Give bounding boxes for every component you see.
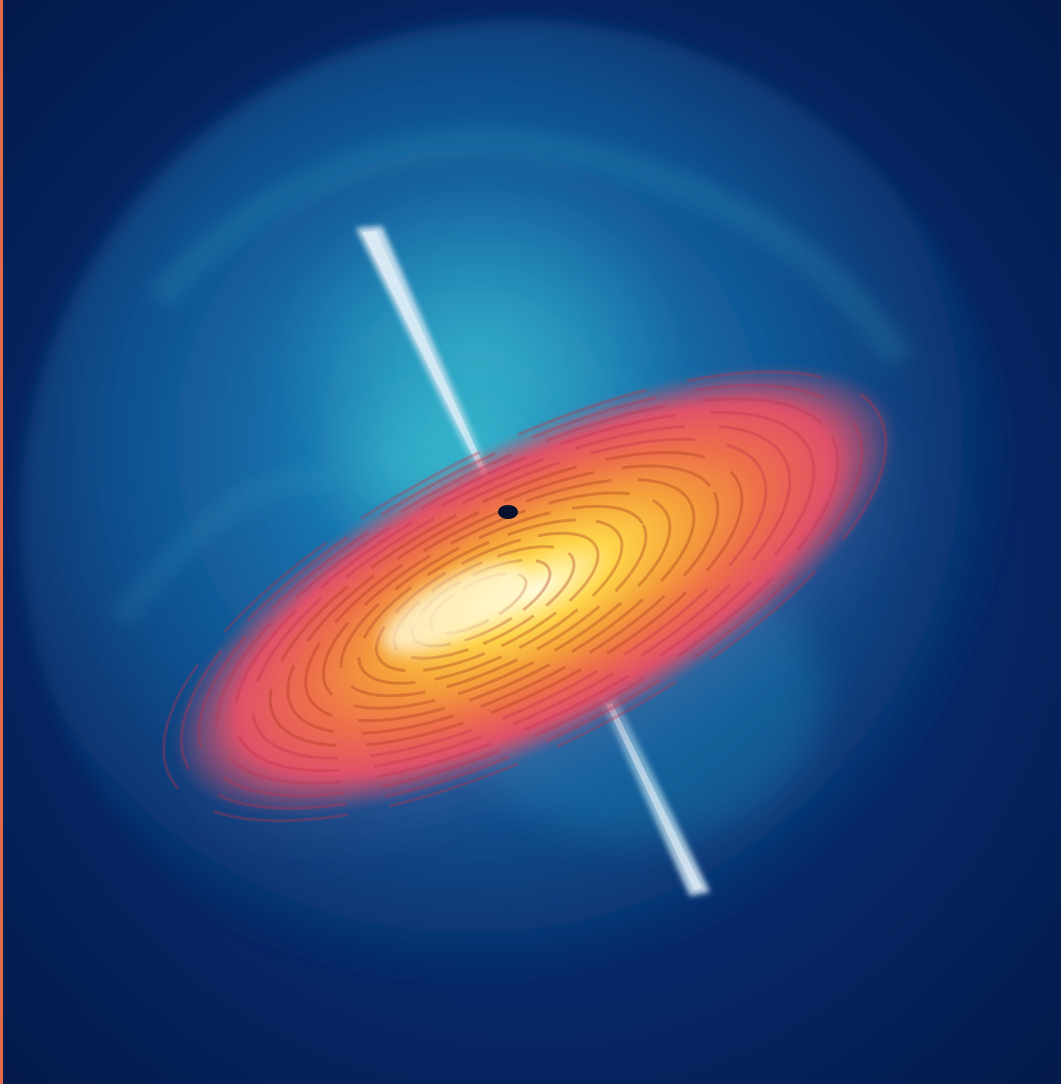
upper-jet: [356, 226, 500, 498]
disk-ring: [233, 424, 792, 773]
left-edge-border: [0, 0, 3, 1084]
disk-ring: [162, 370, 888, 823]
disk-ring: [215, 410, 816, 785]
disk-ring: [268, 451, 744, 748]
disk-ring: [179, 383, 864, 810]
disk-ring: [357, 518, 624, 685]
disk-ring: [250, 437, 768, 760]
disk-ring: [321, 491, 672, 710]
disk-ring: [197, 397, 840, 798]
disk-ring: [375, 531, 600, 673]
black-hole: [498, 505, 518, 519]
accretion-disk: [162, 364, 935, 864]
disk-ring: [304, 477, 696, 723]
